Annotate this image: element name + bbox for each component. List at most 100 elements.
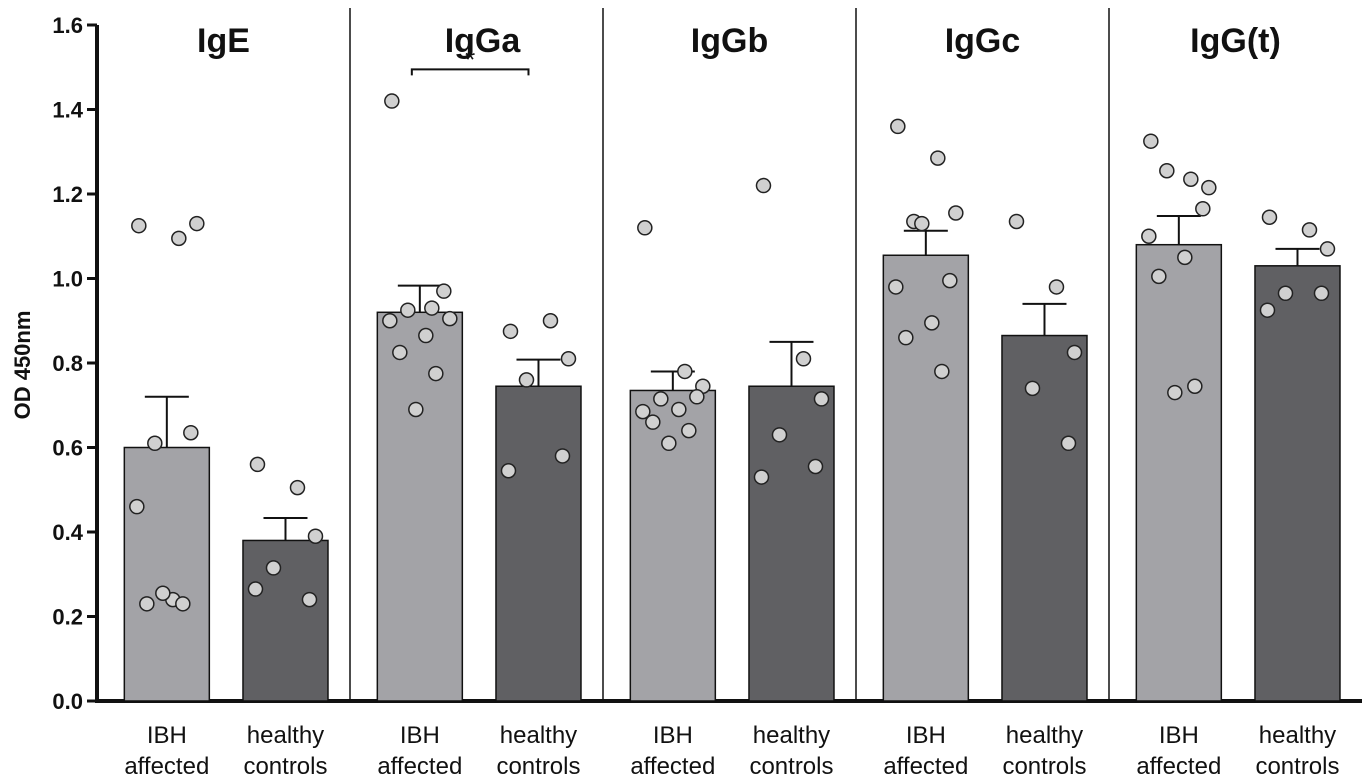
panel-title: IgGb: [691, 22, 768, 60]
data-point: [147, 435, 163, 452]
panel-title: IgGa: [445, 22, 522, 60]
y-tick-label: 1.0: [52, 267, 83, 292]
bar: [748, 385, 835, 702]
significance-bracket: [410, 68, 530, 76]
category-label-line2: affected: [124, 753, 209, 780]
data-point: [1141, 228, 1157, 244]
category-label-line2: controls: [1255, 753, 1339, 780]
data-point: [1183, 171, 1199, 187]
data-point: [139, 596, 155, 612]
data-point: [307, 528, 324, 544]
y-tick-label: 1.2: [52, 182, 83, 207]
data-point: [1151, 268, 1167, 285]
data-point: [1259, 302, 1276, 318]
category-label-line2: controls: [749, 753, 833, 780]
data-point: [753, 469, 770, 485]
panel-0: IgE IBH affected healthy controls: [123, 8, 351, 780]
data-point: [942, 272, 958, 289]
data-point: [408, 401, 424, 418]
data-point: [418, 327, 434, 344]
data-point: [771, 427, 788, 443]
data-point: [689, 389, 705, 405]
data-point: [560, 351, 577, 367]
data-point: [1187, 378, 1203, 394]
bar: [123, 446, 211, 702]
data-point: [1008, 213, 1025, 230]
y-tick-label: 0.6: [52, 436, 83, 461]
data-point: [131, 217, 147, 234]
data-point: [424, 300, 440, 316]
data-point: [1066, 344, 1083, 361]
category-label-line1: IBH: [400, 722, 440, 749]
panel-4: IgG(t) IBH affected healthy controls: [1135, 22, 1341, 780]
data-point: [1319, 241, 1336, 257]
y-tick-label: 0.8: [52, 351, 83, 376]
data-point: [554, 448, 571, 464]
data-point: [1143, 133, 1159, 149]
data-point: [1201, 179, 1217, 196]
data-point: [189, 215, 205, 232]
category-label-line1: healthy: [1006, 722, 1083, 749]
y-tick-label: 0.2: [52, 605, 83, 630]
data-point: [1301, 222, 1318, 238]
data-point: [1024, 380, 1041, 397]
data-point: [930, 150, 946, 166]
data-point: [542, 313, 559, 329]
y-axis-title: OD 450nm: [10, 311, 35, 420]
data-point: [247, 581, 264, 597]
category-label-line1: IBH: [653, 722, 693, 749]
panel-2: IgGb IBH affected healthy controls: [629, 8, 857, 780]
data-point: [384, 93, 400, 109]
panel-title: IgGc: [945, 22, 1021, 60]
category-label-line1: IBH: [906, 722, 946, 749]
data-point: [265, 560, 282, 576]
data-point: [1277, 285, 1294, 302]
category-label-line1: healthy: [500, 722, 577, 749]
data-point: [175, 596, 191, 612]
y-tick-label: 1.4: [52, 98, 83, 123]
category-label-line2: controls: [496, 753, 580, 780]
data-point: [914, 215, 930, 232]
data-point: [289, 479, 306, 496]
data-point: [1261, 209, 1278, 225]
bar: [1135, 243, 1223, 702]
bar: [1001, 334, 1088, 702]
data-point: [129, 498, 145, 515]
y-tick-label: 0.4: [52, 520, 83, 545]
data-point: [400, 302, 416, 318]
data-point: [924, 315, 940, 331]
category-label-line1: healthy: [1259, 722, 1336, 749]
category-label-line2: affected: [1136, 753, 1221, 780]
category-label-line2: controls: [243, 753, 327, 780]
bar: [882, 254, 970, 702]
category-label-line2: affected: [883, 753, 968, 780]
data-point: [898, 329, 914, 346]
data-point: [681, 422, 697, 439]
data-point: [1060, 435, 1077, 452]
panel-3: IgGc IBH affected healthy controls: [882, 8, 1110, 780]
data-point: [813, 391, 830, 407]
data-point: [518, 372, 535, 388]
data-point: [301, 591, 318, 608]
data-point: [661, 435, 677, 452]
data-point: [1177, 249, 1193, 266]
data-point: [442, 310, 458, 327]
data-point: [934, 363, 950, 380]
panel-title: IgE: [197, 22, 250, 60]
data-point: [677, 363, 693, 380]
data-point: [890, 118, 906, 135]
data-point: [807, 458, 824, 475]
data-point: [755, 177, 772, 194]
bar: [495, 385, 582, 702]
data-point: [1159, 163, 1175, 179]
data-point: [1195, 201, 1211, 217]
data-point: [382, 313, 398, 329]
data-point: [671, 401, 687, 418]
data-point: [795, 351, 812, 367]
panel-title: IgG(t): [1190, 22, 1281, 60]
y-tick-label: 1.6: [52, 13, 83, 38]
data-point: [155, 585, 171, 602]
data-point: [502, 323, 519, 340]
data-point: [428, 365, 444, 382]
